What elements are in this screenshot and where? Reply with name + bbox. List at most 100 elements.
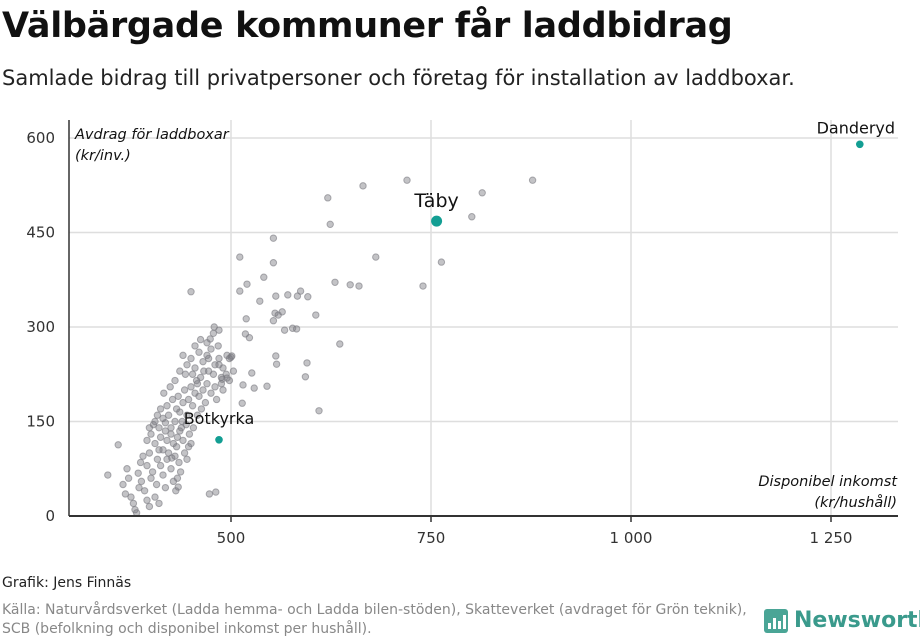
data-point [167,430,175,438]
data-point [315,407,323,415]
data-point [160,389,168,397]
data-point [193,411,202,419]
data-point [151,417,159,426]
data-point [174,483,182,491]
data-point [293,292,302,300]
newsworthy-logo[interactable]: Newsworthy [764,608,920,633]
data-point [199,357,207,366]
data-point [179,398,187,407]
data-point [269,259,278,267]
data-point [139,452,147,460]
data-point [187,354,195,363]
logo-text: Newsworthy [794,608,920,633]
data-point [167,465,175,473]
data-point [197,405,206,413]
data-point [151,439,159,448]
data-point [239,381,247,389]
data-point [372,253,380,261]
data-point [207,345,215,353]
data-point [212,488,220,496]
data-point [272,360,281,368]
data-point [238,399,246,407]
data-point [191,364,199,372]
data-point [229,367,238,375]
data-point [129,499,138,508]
data-point [214,342,222,350]
y-tick-label: 600 [26,129,55,147]
data-point [185,430,194,438]
data-point [272,352,280,360]
data-point [227,353,235,361]
data-point [242,315,250,323]
highlight-point-täby [431,215,443,227]
data-point [123,465,131,473]
data-point [301,373,310,381]
x-tick-label: 750 [417,529,446,547]
data-point [137,477,146,486]
data-point [478,189,486,197]
data-point [215,326,223,334]
data-point [528,176,537,184]
data-point [336,340,344,348]
data-point [176,468,185,476]
data-point [284,291,292,299]
data-point [312,311,320,319]
data-point [124,474,133,482]
data-point [176,427,184,435]
data-point [274,311,282,319]
data-point [243,280,251,288]
data-point [163,402,171,410]
y-tick-label: 150 [26,413,55,431]
data-point [187,288,195,296]
data-point [176,408,184,416]
data-point [196,335,205,344]
data-point [174,392,182,400]
data-point [200,367,208,375]
data-point [195,348,203,356]
data-point [119,480,127,489]
data-point [159,471,167,479]
y-axis-label-line1: Avdrag för laddboxar [74,127,230,143]
highlight-label: Danderyd [817,118,895,137]
data-point [272,292,280,300]
chart-subtitle: Samlade bidrag till privatpersoner och f… [2,66,795,90]
data-point [203,380,211,388]
source-note: Källa: Naturvårdsverket (Ladda hemma- oc… [2,602,747,637]
x-tick-label: 1 000 [610,529,653,547]
data-point [212,395,221,404]
x-tick-label: 500 [217,529,246,547]
data-point [204,354,213,363]
data-point [147,430,155,438]
data-point [346,281,354,289]
data-point [180,386,189,394]
data-point [169,439,178,448]
data-point [161,483,170,492]
data-point [148,468,157,476]
x-axis-label-line2: (kr/hushåll) [814,494,897,511]
data-point [188,402,197,410]
data-point [437,258,446,266]
data-point [181,370,190,378]
data-point [188,370,197,378]
data-point [260,273,268,281]
data-point [187,383,195,391]
highlight-label: Botkyrka [184,409,255,428]
data-point [292,325,301,333]
y-tick-label: 300 [26,318,55,336]
data-point [195,392,203,400]
data-point [143,436,151,445]
data-point [156,461,165,470]
data-point [104,471,112,479]
data-point [182,420,190,429]
data-point [326,220,334,229]
data-point [201,398,210,407]
data-point [163,436,171,445]
x-tick-label: 1 250 [810,529,853,547]
highlight-point-botkyrka [215,435,223,444]
data-point [155,446,163,454]
data-point [324,194,332,202]
data-point [143,461,151,470]
data-point [155,499,163,508]
data-point [180,449,189,457]
data-point [304,293,312,301]
